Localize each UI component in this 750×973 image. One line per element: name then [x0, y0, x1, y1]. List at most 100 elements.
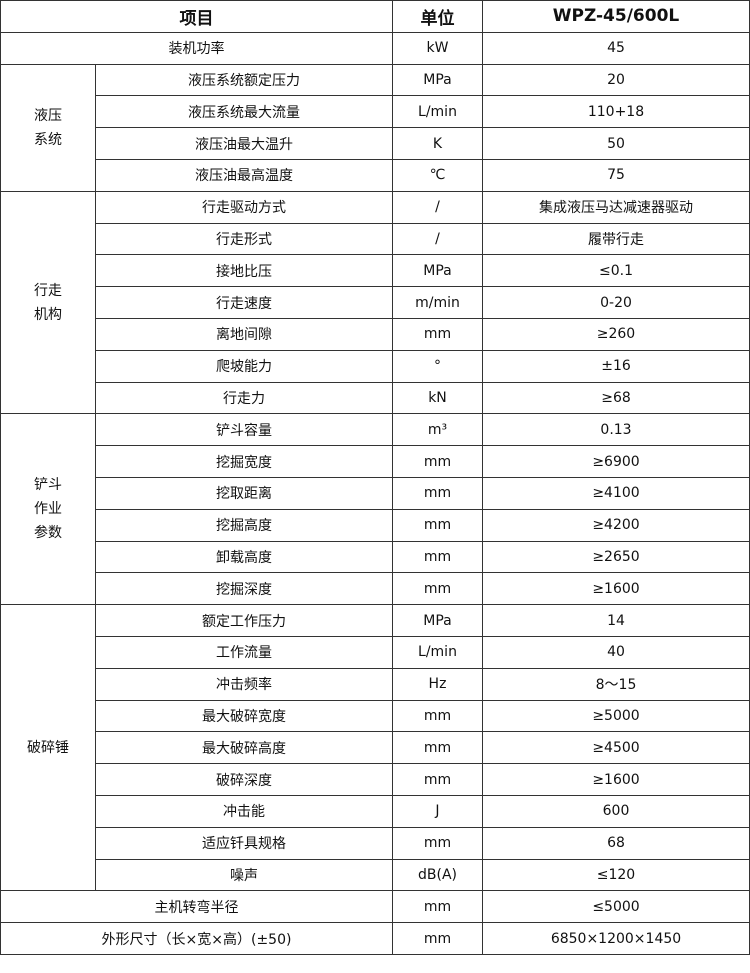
param-cell: 挖掘宽度 — [95, 445, 393, 478]
value-cell: 600 — [482, 794, 750, 828]
param-cell: 冲击能 — [95, 794, 393, 828]
param-cell: 主机转弯半径 — [0, 890, 393, 924]
unit-cell: mm — [392, 540, 483, 574]
table-row: 行走速度 m/min 0-20 — [1, 286, 750, 319]
param-cell: 液压油最大温升 — [95, 127, 393, 160]
unit-cell: mm — [392, 890, 483, 924]
unit-cell: kN — [392, 381, 483, 415]
table-row: 破碎深度 mm ≥1600 — [1, 763, 750, 796]
param-cell: 适应钎具规格 — [95, 826, 393, 860]
unit-cell: mm — [392, 699, 483, 733]
value-cell: 集成液压马达减速器驱动 — [482, 190, 750, 224]
unit-cell: mm — [392, 508, 483, 542]
value-cell: 110+18 — [482, 95, 750, 129]
param-cell: 挖掘深度 — [95, 572, 393, 606]
value-cell: 45 — [482, 31, 750, 65]
group-label: 铲斗 作业 参数 — [0, 413, 96, 606]
table-row: 液压 系统 液压系统额定压力 MPa 20 — [0, 63, 750, 192]
table-row: 行走形式 / 履带行走 — [1, 222, 750, 256]
unit-cell: ° — [392, 349, 483, 383]
param-cell: 装机功率 — [0, 31, 393, 65]
param-cell: 行走力 — [95, 381, 393, 415]
param-cell: 最大破碎宽度 — [95, 699, 393, 733]
table-row: 行走力 kN ≥68 — [1, 381, 750, 415]
param-cell: 行走驱动方式 — [95, 190, 393, 224]
unit-cell: / — [392, 190, 483, 224]
table-row: 铲斗 作业 参数 铲斗容量 m³ 0.13 — [0, 413, 750, 606]
param-cell: 外形尺寸（长×宽×高）(±50) — [0, 922, 393, 955]
table-row: 挖取距离 mm ≥4100 — [1, 476, 750, 510]
value-cell: ≥260 — [482, 317, 750, 351]
unit-cell: m/min — [392, 286, 483, 319]
unit-cell: MPa — [392, 604, 483, 637]
param-cell: 额定工作压力 — [95, 604, 393, 637]
value-cell: ±16 — [482, 349, 750, 383]
header-unit: 单位 — [392, 0, 483, 33]
value-cell: ≥6900 — [482, 445, 750, 478]
header-row: 项目 单位 WPZ-45/600L — [0, 0, 750, 33]
param-cell: 最大破碎高度 — [95, 731, 393, 765]
unit-cell: / — [392, 222, 483, 256]
value-cell: 40 — [482, 635, 750, 669]
value-cell: 6850×1200×1450 — [482, 922, 750, 955]
table-row: 主机转弯半径 mm ≤5000 — [0, 890, 750, 924]
value-cell: ≤0.1 — [482, 254, 750, 288]
param-cell: 工作流量 — [95, 635, 393, 669]
group-label: 破碎锤 — [0, 604, 96, 892]
header-item: 项目 — [0, 0, 393, 33]
param-cell: 接地比压 — [95, 254, 393, 288]
table-row: 液压油最大温升 K 50 — [1, 127, 750, 160]
unit-cell: mm — [392, 572, 483, 606]
table-row: 最大破碎高度 mm ≥4500 — [1, 731, 750, 765]
param-cell: 破碎深度 — [95, 763, 393, 796]
unit-cell: mm — [392, 445, 483, 478]
table-row: 挖掘高度 mm ≥4200 — [1, 508, 750, 542]
unit-cell: mm — [392, 317, 483, 351]
value-cell: ≤120 — [482, 858, 750, 892]
param-cell: 离地间隙 — [95, 317, 393, 351]
unit-cell: dB(A) — [392, 858, 483, 892]
unit-cell: m³ — [392, 413, 483, 447]
param-cell: 挖取距离 — [95, 476, 393, 510]
unit-cell: mm — [392, 826, 483, 860]
param-cell: 行走速度 — [95, 286, 393, 319]
table-row: 行走 机构 行走驱动方式 / 集成液压马达减速器驱动 — [0, 190, 750, 415]
table-row: 冲击能 J 600 — [1, 794, 750, 828]
unit-cell: MPa — [392, 63, 483, 97]
value-cell: 0-20 — [482, 286, 750, 319]
value-cell: ≥4500 — [482, 731, 750, 765]
table-row: 卸载高度 mm ≥2650 — [1, 540, 750, 574]
value-cell: 75 — [482, 158, 750, 192]
unit-cell: mm — [392, 763, 483, 796]
param-cell: 卸载高度 — [95, 540, 393, 574]
table-row: 爬坡能力 ° ±16 — [1, 349, 750, 383]
unit-cell: K — [392, 127, 483, 160]
value-cell: 14 — [482, 604, 750, 637]
table-row: 液压油最高温度 ℃ 75 — [1, 158, 750, 192]
value-cell: ≥4100 — [482, 476, 750, 510]
value-cell: ≥2650 — [482, 540, 750, 574]
param-cell: 液压油最高温度 — [95, 158, 393, 192]
value-cell: 68 — [482, 826, 750, 860]
unit-cell: MPa — [392, 254, 483, 288]
param-cell: 爬坡能力 — [95, 349, 393, 383]
param-cell: 冲击频率 — [95, 667, 393, 701]
param-cell: 铲斗容量 — [95, 413, 393, 447]
value-cell: 8～15 — [482, 667, 750, 701]
param-cell: 液压系统最大流量 — [95, 95, 393, 129]
table-row: 噪声 dB(A) ≤120 — [1, 858, 750, 892]
param-cell: 噪声 — [95, 858, 393, 892]
unit-cell: mm — [392, 731, 483, 765]
table-row: 装机功率 kW 45 — [0, 31, 750, 65]
value-cell: ≥1600 — [482, 572, 750, 606]
value-cell: ≤5000 — [482, 890, 750, 924]
table-row: 外形尺寸（长×宽×高）(±50) mm 6850×1200×1450 — [0, 922, 750, 955]
table-row: 工作流量 L/min 40 — [1, 635, 750, 669]
value-cell: 履带行走 — [482, 222, 750, 256]
param-cell: 行走形式 — [95, 222, 393, 256]
table-row: 挖掘宽度 mm ≥6900 — [1, 445, 750, 478]
value-cell: 0.13 — [482, 413, 750, 447]
group-label: 液压 系统 — [0, 63, 96, 192]
value-cell: 20 — [482, 63, 750, 97]
